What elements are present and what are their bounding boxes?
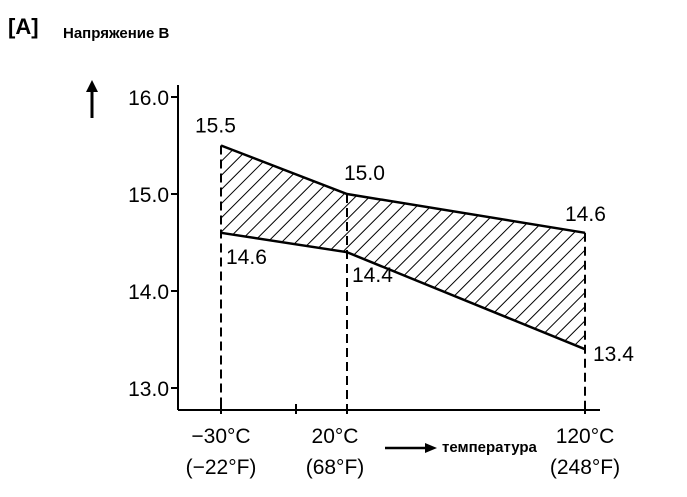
lower-value-label: 13.4 bbox=[593, 343, 634, 366]
plot-area: 13.0 14.0 15.0 16.0 15.5 14.6 15.0 14.4 14.6 13.4… bbox=[128, 85, 634, 479]
upper-value-label: 14.6 bbox=[565, 203, 606, 226]
y-axis-arrow bbox=[86, 80, 98, 118]
y-tick-label: 15.0 bbox=[128, 184, 169, 207]
x-tick-label-fahrenheit: (248°F) bbox=[550, 456, 620, 479]
upper-value-label: 15.5 bbox=[195, 115, 236, 138]
x-tick-label-fahrenheit: (68°F) bbox=[306, 456, 365, 479]
y-tick-label: 13.0 bbox=[128, 378, 169, 401]
y-tick-label: 14.0 bbox=[128, 281, 169, 304]
x-axis-label: температура bbox=[442, 439, 538, 456]
x-tick-label-celsius: 20°C bbox=[312, 425, 359, 448]
y-axis-label: Напряжение В bbox=[63, 25, 170, 42]
lower-value-label: 14.6 bbox=[226, 246, 267, 269]
figure-tag: [A] bbox=[8, 14, 39, 39]
upper-value-label: 15.0 bbox=[344, 162, 385, 185]
x-tick-label-celsius: 120°C bbox=[556, 425, 615, 448]
lower-value-label: 14.4 bbox=[352, 264, 393, 287]
x-tick-label-fahrenheit: (−22°F) bbox=[186, 456, 257, 479]
voltage-band bbox=[221, 145, 585, 350]
x-tick-label-celsius: −30°C bbox=[191, 425, 250, 448]
x-axis-arrow bbox=[385, 443, 437, 453]
y-tick-label: 16.0 bbox=[128, 87, 169, 110]
